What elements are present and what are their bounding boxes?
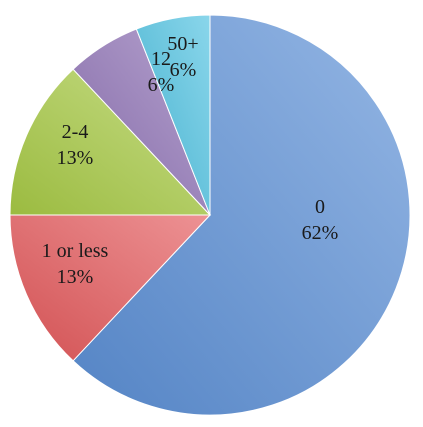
slice-percent-4: 6% xyxy=(170,59,197,81)
slice-label-3: 12 xyxy=(151,48,171,70)
slice-label-1: 1 or less xyxy=(42,240,109,262)
slice-label-0: 0 xyxy=(315,196,325,218)
slice-percent-0: 62% xyxy=(302,222,339,244)
slices-layer xyxy=(9,14,411,416)
pie-slice-4 xyxy=(135,14,211,216)
pie-slice-1 xyxy=(9,214,212,362)
slice-percent-1: 13% xyxy=(57,266,94,288)
pie-slice-0 xyxy=(72,14,411,416)
pie-slice-2 xyxy=(9,68,212,216)
slice-percent-2: 13% xyxy=(57,147,94,169)
slice-label-4: 50+ xyxy=(167,33,198,55)
slice-label-2: 2-4 xyxy=(62,121,89,143)
slice-percent-3: 6% xyxy=(148,74,175,96)
